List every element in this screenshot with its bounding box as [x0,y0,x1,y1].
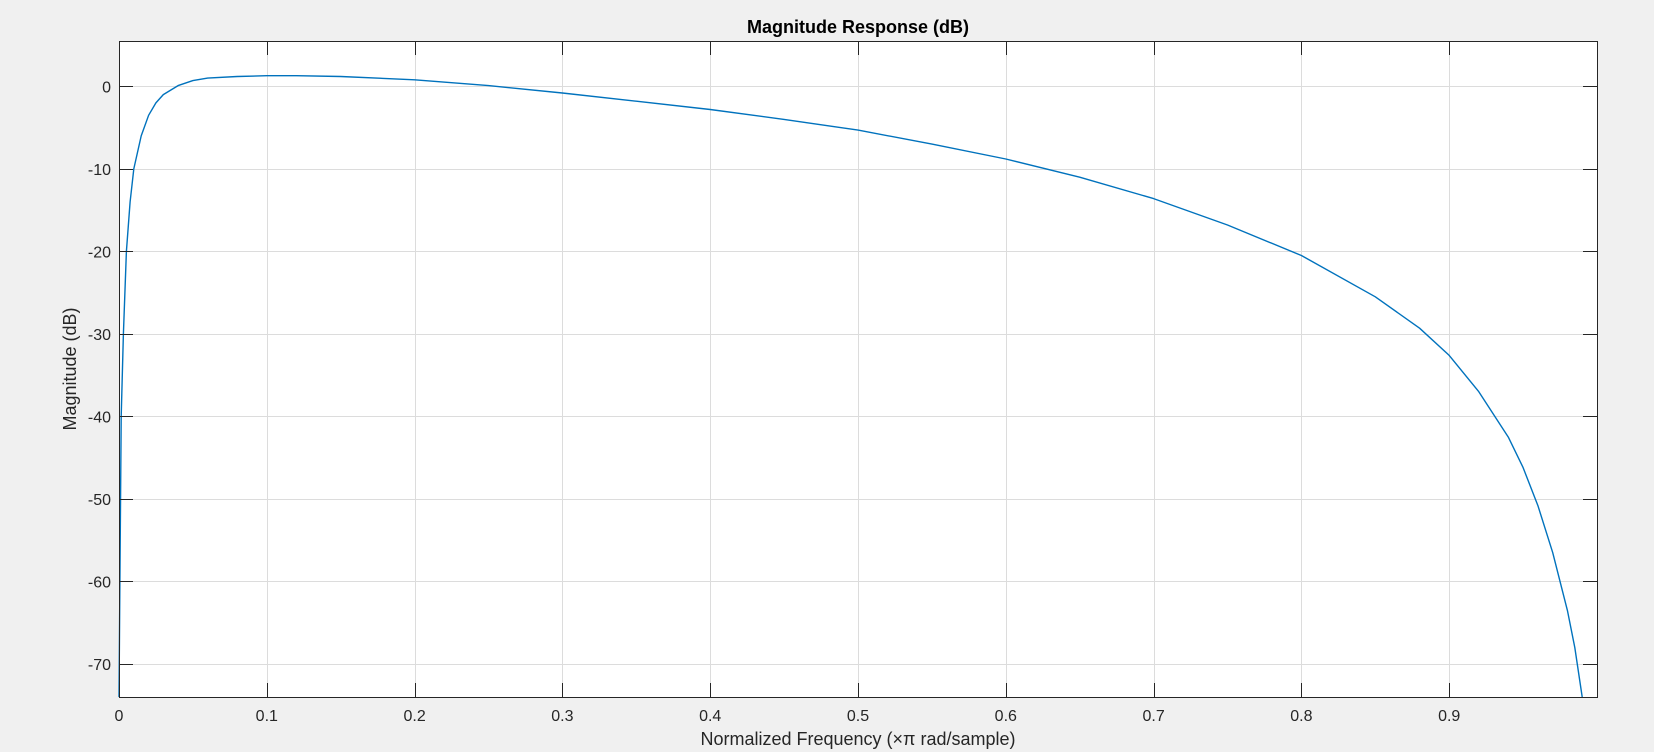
chart-title: Magnitude Response (dB) [747,17,969,37]
tick-labels: 0 0.1 0.2 0.3 0.4 0.5 0.6 0.7 0.8 0.9 0 -10 -20 -30 -4… [88,79,1461,725]
series-layer [118,74,1583,698]
x-tick-label: 0.1 [256,708,278,725]
x-tick-label: 0.5 [847,708,869,725]
y-tick-label: 0 [102,79,111,96]
y-axis-label: Magnitude (dB) [60,307,80,430]
x-tick-label: 0.7 [1142,708,1164,725]
y-tick-label: -70 [88,657,111,674]
y-tick-label: -30 [88,327,111,344]
x-tick-label: 0 [115,708,124,725]
y-tick-label: -60 [88,574,111,591]
x-tick-label: 0.8 [1290,708,1312,725]
x-tick-label: 0.6 [995,708,1017,725]
x-tick-label: 0.2 [403,708,425,725]
y-tick-label: -40 [88,409,111,426]
x-axis-label: Normalized Frequency (×π rad/sample) [700,729,1015,749]
x-tick-label: 0.3 [551,708,573,725]
y-tick-label: -10 [88,162,111,179]
ticks [119,41,1597,697]
x-tick-label: 0.9 [1438,708,1460,725]
grid [119,41,1597,697]
y-tick-label: -20 [88,244,111,261]
y-tick-label: -50 [88,492,111,509]
series-line [118,74,1583,698]
x-tick-label: 0.4 [699,708,721,725]
